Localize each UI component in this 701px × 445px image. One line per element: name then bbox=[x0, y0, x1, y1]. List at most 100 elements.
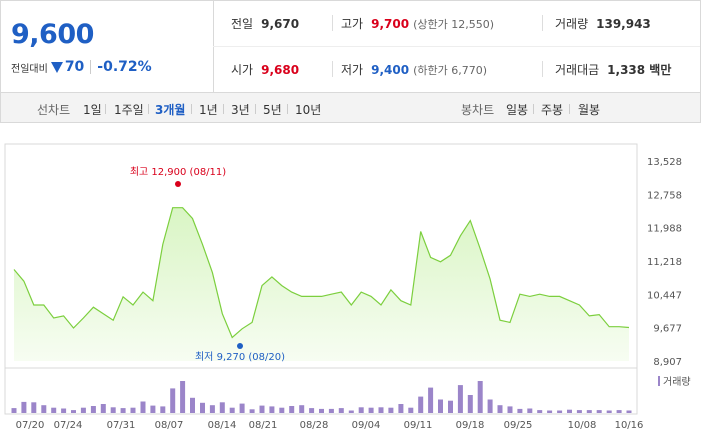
low-marker bbox=[237, 343, 243, 349]
volume-value: 139,943 bbox=[596, 16, 651, 31]
volume-bar bbox=[537, 410, 543, 413]
candle-daily[interactable]: 일봉 bbox=[506, 103, 529, 117]
volume-bar bbox=[507, 406, 513, 413]
volume-bar bbox=[596, 410, 602, 413]
y-tick-label: 11,988 bbox=[647, 224, 682, 235]
y-tick-label: 9,677 bbox=[653, 324, 682, 335]
volume-bar bbox=[11, 408, 17, 413]
x-tick-label: 09/25 bbox=[504, 420, 533, 431]
volume-bar bbox=[576, 410, 582, 413]
volume-bar bbox=[190, 397, 195, 413]
divider bbox=[542, 15, 543, 31]
volume-legend-swatch bbox=[658, 376, 660, 386]
volume-bar bbox=[309, 408, 315, 413]
prev-close-value: 9,670 bbox=[261, 16, 300, 31]
open-label: 시가 bbox=[231, 63, 254, 77]
volume-bar bbox=[120, 408, 126, 413]
volume-bar bbox=[170, 388, 176, 413]
lower-limit: (하한가 6,770) bbox=[413, 63, 487, 77]
period-3m[interactable]: 3개월 bbox=[155, 103, 186, 117]
volume-bar bbox=[150, 405, 156, 413]
volume-bar bbox=[71, 410, 76, 413]
divider bbox=[332, 15, 333, 31]
high-value: 9,700 bbox=[371, 16, 410, 31]
volume-bar bbox=[90, 406, 96, 413]
x-tick-label: 07/24 bbox=[54, 420, 83, 431]
volume-bar bbox=[299, 405, 305, 413]
volume-bar bbox=[110, 407, 116, 413]
volume-bar bbox=[438, 399, 443, 413]
candle-weekly[interactable]: 주봉 bbox=[541, 103, 564, 117]
period-1d[interactable]: 1일 bbox=[83, 103, 102, 117]
x-tick-label: 10/16 bbox=[615, 420, 644, 431]
change-percent: -0.72% bbox=[97, 59, 152, 75]
volume-bar bbox=[418, 396, 424, 413]
divider bbox=[223, 104, 224, 114]
volume-bar bbox=[219, 402, 225, 413]
price-line bbox=[13, 207, 630, 339]
volume-bar bbox=[378, 407, 384, 413]
volume-bar bbox=[100, 404, 106, 413]
divider bbox=[255, 104, 256, 114]
volume-bar bbox=[428, 387, 434, 413]
x-tick-label: 08/21 bbox=[249, 420, 278, 431]
open-value: 9,680 bbox=[261, 62, 300, 77]
volume-bar bbox=[586, 410, 592, 413]
low-cell: 저가 9,400 (하한가 6,770) bbox=[341, 47, 487, 92]
volume-bar bbox=[567, 409, 572, 413]
divider bbox=[332, 61, 333, 77]
volume-bar bbox=[348, 410, 354, 413]
quote-row-1: 전일 9,670 고가 9,700 (상한가 12,550) 거래량 139,9… bbox=[213, 1, 700, 47]
amount-value: 1,338 백만 bbox=[607, 63, 672, 77]
volume-cell: 거래량 139,943 bbox=[555, 1, 651, 46]
volume-bar bbox=[557, 410, 563, 413]
quote-panel: 9,600 전일대비 70 -0.72% 전일 9,670 고가 9,700 (… bbox=[0, 0, 701, 93]
change-info: 전일대비 70 -0.72% bbox=[11, 59, 152, 75]
candle-monthly[interactable]: 월봉 bbox=[578, 103, 601, 117]
volume-bar bbox=[606, 410, 612, 413]
change-label: 전일대비 bbox=[11, 63, 48, 75]
period-1y[interactable]: 1년 bbox=[199, 103, 218, 117]
volume-bar bbox=[398, 404, 404, 413]
high-marker bbox=[175, 181, 181, 187]
y-tick-label: 8,907 bbox=[653, 357, 682, 368]
volume-bar bbox=[477, 381, 483, 413]
volume-bar bbox=[517, 408, 523, 413]
volume-label: 거래량 bbox=[555, 17, 589, 31]
period-5y[interactable]: 5년 bbox=[263, 103, 282, 117]
x-tick-label: 08/07 bbox=[155, 420, 184, 431]
volume-bar bbox=[467, 395, 473, 413]
prev-close-cell: 전일 9,670 bbox=[231, 1, 299, 46]
period-1w[interactable]: 1주일 bbox=[114, 103, 144, 117]
divider bbox=[191, 104, 192, 114]
y-tick-label: 10,447 bbox=[647, 290, 682, 301]
candle-chart-label: 봉차트 bbox=[461, 103, 495, 117]
volume-bar bbox=[61, 408, 67, 413]
x-tick-label: 09/18 bbox=[456, 420, 485, 431]
volume-bar bbox=[368, 407, 374, 413]
price-area bbox=[14, 207, 629, 361]
volume-bar bbox=[338, 408, 344, 413]
volume-bar bbox=[200, 402, 205, 414]
divider bbox=[569, 104, 570, 114]
volume-bar bbox=[41, 405, 47, 413]
y-tick-label: 13,528 bbox=[647, 157, 682, 168]
y-tick-label: 12,758 bbox=[647, 190, 682, 201]
high-label: 고가 bbox=[341, 17, 364, 31]
x-tick-label: 08/28 bbox=[300, 420, 329, 431]
volume-bar bbox=[140, 401, 146, 413]
volume-bar bbox=[319, 408, 324, 413]
divider bbox=[533, 104, 534, 114]
volume-bar bbox=[160, 406, 166, 413]
volume-bar bbox=[328, 408, 334, 413]
divider bbox=[542, 61, 543, 77]
x-tick-label: 07/31 bbox=[107, 420, 136, 431]
prev-close-label: 전일 bbox=[231, 17, 254, 31]
x-tick-label: 10/08 bbox=[568, 420, 597, 431]
period-3y[interactable]: 3년 bbox=[231, 103, 250, 117]
volume-bar bbox=[457, 385, 463, 413]
period-10y[interactable]: 10년 bbox=[295, 103, 322, 117]
volume-legend: 거래량 bbox=[663, 376, 691, 388]
low-annotation: 최저 9,270 (08/20) bbox=[195, 351, 285, 363]
